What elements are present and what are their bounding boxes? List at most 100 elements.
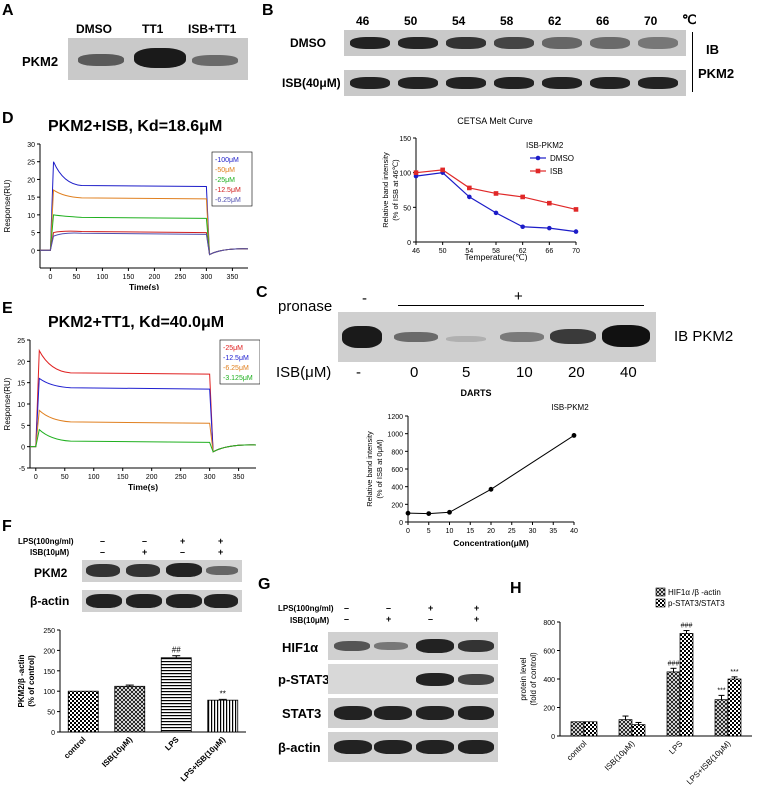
legend-label: -3.125μM [223,375,253,382]
data-point [573,229,579,234]
panel-a-blot [68,38,248,80]
significance-label: ### [668,660,680,667]
blot-band [494,37,534,49]
temperature-label: 70 [644,14,658,28]
legend-label: -25μM [215,177,235,184]
panel-f-blot-actin [82,590,242,612]
panel-f-row-pkm2: PKM2 [34,566,68,580]
blot-band [638,77,678,89]
temperature-label: 62 [548,14,562,28]
panel-e-title: PKM2+TT1, Kd=40.0μM [48,314,225,331]
lps-sign: + [180,536,186,546]
y-tick-label: 50 [47,710,55,717]
y-axis-title: Response(RU) [3,179,12,232]
isb-sign: + [142,547,148,557]
bar [727,678,742,737]
sensorgram-curve [40,214,249,256]
bar [679,633,694,737]
temperature-label: 50 [404,14,418,28]
panel-a-lane-2: TT1 [142,22,164,36]
x-tick-label: 30 [529,528,537,535]
x-tick-label: 15 [466,528,474,535]
legend-swatch [655,587,666,597]
x-tick-label: 150 [123,274,135,281]
panel-g-row-stat: STAT3 [282,706,322,721]
sensorgram-curve [40,232,249,256]
x-tick-label: 50 [439,248,447,255]
isb-sign: + [386,614,392,624]
panel-f-lps-label: LPS(100ng/ml) [18,537,74,546]
panel-g-isb-label: ISB(10μM) [290,616,330,625]
panel-a-target: PKM2 [22,54,59,69]
bar [160,657,192,733]
panel-g-blot-pstat [328,664,498,694]
y-tick-label: 25 [17,338,25,345]
bar [67,690,99,733]
panel-letter-f: F [2,518,12,535]
panel-c-blot [338,312,656,362]
data-point [405,510,411,516]
bar [714,699,729,737]
x-tick-label: 50 [61,474,69,481]
x-tick-label: 46 [412,248,420,255]
x-tick-label: 40 [570,528,578,535]
y-tick-label: 15 [17,381,25,388]
panel-b-blot-isb [344,70,686,96]
y-tick-label: 800 [543,620,555,627]
y-tick-label: 0 [21,445,25,452]
x-tick-label: 100 [88,474,100,481]
y-tick-label: 150 [43,669,55,676]
blot-band [590,37,630,49]
y-tick-label: 30 [27,142,35,149]
legend-label: -6.25μM [223,365,249,372]
data-point [493,210,499,216]
f-bar-chart: 0 50 100 150 200 250 PKM2/β -actin (% of contro… [17,628,246,783]
y-axis-title: (fold of control) [529,652,538,706]
dose-label: 10 [516,364,533,381]
panel-a-lane-3: ISB+TT1 [188,22,237,36]
x-tick-label: 66 [545,248,553,255]
y-tick-label: 200 [43,648,55,655]
data-point [467,185,472,191]
data-point [520,224,525,230]
legend-label: -25μM [223,345,243,352]
sensorgram-curve [30,428,257,453]
panel-c-plus: + [514,288,523,305]
category-label: control [62,735,88,761]
significance-label: ## [172,646,181,655]
y-tick-label: 0 [551,734,555,741]
bar [583,721,598,737]
x-tick-label: 250 [175,474,187,481]
isb-sign: – [428,614,434,624]
dose-label: - [356,364,361,381]
category-label: LPS [667,739,684,756]
legend-label: -100μM [215,157,239,164]
panel-f-blot-pkm2 [82,560,242,582]
data-point [547,200,552,206]
y-axis-title: Relative band intensity [381,152,390,228]
blot-band [638,37,678,49]
x-tick-label: 25 [508,528,516,535]
bar [631,724,646,737]
data-point [440,167,445,173]
legend-label: -12.5μM [215,187,241,194]
y-tick-label: 100 [43,689,55,696]
y-tick-label: 600 [391,467,403,474]
x-tick-label: 5 [427,528,431,535]
x-tick-label: 20 [487,528,495,535]
y-tick-label: 15 [27,195,35,202]
x-tick-label: 100 [97,274,109,281]
y-axis-title: PKM2/β -actin [17,654,26,707]
x-axis-title: Concentration(μM) [453,538,529,548]
y-tick-label: 0 [31,248,35,255]
blot-band [350,77,390,89]
data-point [573,207,579,212]
temperature-label: 66 [596,14,610,28]
panel-c-plus-line [398,305,644,306]
x-tick-label: 50 [73,274,81,281]
blot-band [350,37,390,49]
x-tick-label: 10 [446,528,454,535]
x-tick-label: 70 [572,248,580,255]
category-label: ISB(10μM) [603,739,637,773]
x-tick-label: 150 [117,474,129,481]
